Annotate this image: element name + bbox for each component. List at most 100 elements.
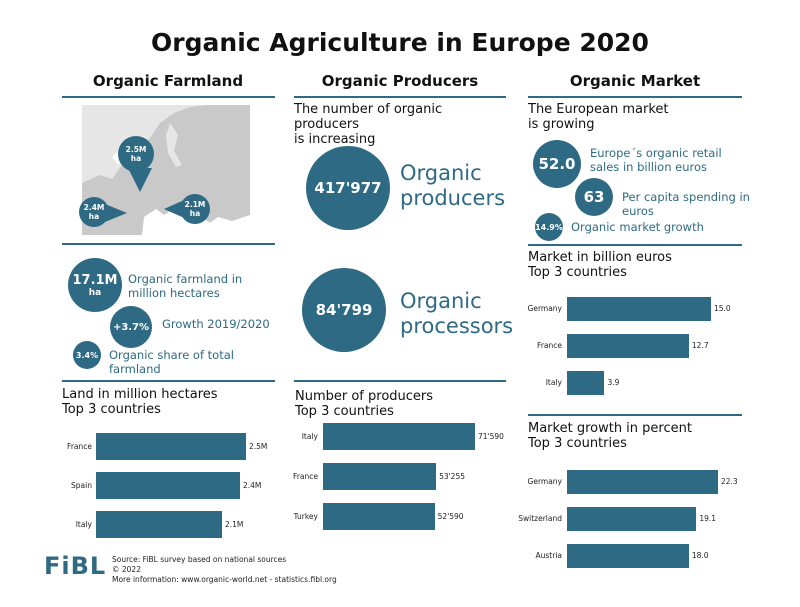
bar-category-label: Italy	[545, 378, 562, 387]
bar-category-label: France	[67, 441, 92, 451]
bar	[323, 463, 437, 490]
bar-chart-producers: Italy 71'590 France 53'255 Turkey 52'590	[0, 423, 520, 533]
bar-value-label: 3.9	[607, 378, 620, 387]
bar-category-label: Switzerland	[518, 514, 562, 523]
map-pin-unit: ha	[130, 154, 142, 163]
bar	[567, 371, 605, 395]
stat-value: 17.1M	[72, 272, 118, 288]
page-title: Organic Agriculture in Europe 2020	[151, 28, 649, 57]
map-pin-pointer	[164, 201, 182, 217]
chart-title-line2: Top 3 countries	[295, 404, 394, 419]
divider	[62, 243, 275, 245]
map-pin-pointer	[105, 204, 127, 222]
map-pin-value: 2.1M	[184, 200, 206, 209]
column-header-farmland: Organic Farmland	[92, 72, 244, 90]
bar	[323, 423, 475, 450]
map-pin-spain: 2.4M ha	[79, 197, 109, 227]
chart-title-line2: Top 3 countries	[528, 436, 627, 451]
map-pin-unit: ha	[189, 209, 201, 218]
chart-title-line2: Top 3 countries	[528, 265, 627, 280]
stat-label: Europe´s organic retail sales in billion…	[590, 146, 722, 174]
chart-title: Market in billion euros Top 3 countries	[528, 250, 743, 280]
column-header-market: Organic Market	[569, 72, 701, 90]
stat-label: Organic market growth	[571, 220, 704, 234]
bar	[96, 433, 246, 460]
map-pin-pointer	[128, 168, 152, 192]
subhead-line1: The European market	[528, 102, 669, 117]
chart-title: Land in million hectares Top 3 countries	[62, 387, 282, 417]
map-pin-italy: 2.1M ha	[180, 194, 210, 224]
stat-circle-per-capita: 63	[575, 178, 613, 216]
stat-circle-market-growth: 14.9%	[535, 213, 563, 241]
processors-label-line2: processors	[400, 314, 514, 338]
divider	[528, 414, 742, 416]
bar-chart-market-growth: Germany 22.3 Switzerland 19.1 Austria 18.0	[0, 465, 760, 580]
map-pin-badge: 2.1M ha	[180, 194, 210, 224]
bar-category-label: Italy	[301, 431, 318, 441]
bar-value-label: 22.3	[721, 477, 738, 486]
producers-label-line2: producers	[400, 186, 506, 210]
divider	[62, 380, 275, 382]
bar-value-label: 19.1	[699, 514, 717, 523]
bar-chart-land: France 2.5M Spain 2.4M Italy 2.1M	[0, 425, 290, 545]
fibl-logo: FiBL	[44, 552, 107, 580]
stat-label: Per capita spending in euros	[622, 190, 750, 218]
subhead-line2: is growing	[528, 117, 595, 132]
map-pin-value: 2.4M	[83, 203, 105, 212]
bar	[567, 297, 711, 321]
bar-category-label: France	[293, 471, 318, 481]
bar-value-label: 2.1M	[225, 519, 244, 529]
bar-value-label: 53'255	[439, 471, 465, 481]
divider	[528, 244, 742, 246]
bar-category-label: France	[537, 341, 562, 350]
map-pin-badge: 2.5M ha	[118, 136, 154, 172]
stat-value: 14.9%	[535, 222, 563, 232]
bar	[96, 472, 240, 499]
stat-circle-share: 3.4%	[73, 341, 101, 369]
stat-value: 3.4%	[75, 350, 99, 360]
chart-title-line2: Top 3 countries	[62, 402, 161, 417]
divider	[528, 96, 742, 98]
stat-value: 417'977	[314, 179, 382, 197]
stat-value: 84'799	[315, 301, 373, 319]
stat-circle-farmland: 17.1M ha	[68, 258, 122, 312]
section-subhead: The European market is growing	[528, 102, 743, 132]
stat-value: 52.0	[538, 155, 576, 173]
bar	[567, 334, 689, 358]
map-pin-unit: ha	[88, 212, 100, 221]
bar	[567, 544, 689, 568]
stat-unit: ha	[88, 287, 102, 298]
stat-circle-growth: +3.7%	[110, 306, 152, 348]
processors-label-line1: Organic	[400, 289, 482, 313]
chart-title-line1: Market in billion euros	[528, 250, 672, 265]
chart-title-line1: Market growth in percent	[528, 421, 692, 436]
map-pin-badge: 2.4M ha	[79, 197, 109, 227]
divider	[294, 380, 506, 382]
bar-value-label: 12.7	[691, 341, 709, 350]
footer-line1: Source: FiBL survey based on national so…	[112, 555, 287, 564]
bar-value-label: 52'590	[437, 511, 464, 521]
stat-label: Growth 2019/2020	[162, 317, 270, 331]
bar	[323, 503, 435, 530]
bar-value-label: 2.5M	[249, 441, 268, 451]
footer-line3: More information: www.organic-world.net …	[112, 575, 337, 584]
stat-circle-producers: 417'977	[306, 146, 390, 230]
bar-category-label: Austria	[535, 551, 563, 560]
bar-category-label: Germany	[527, 304, 562, 313]
subhead-line2: is increasing	[294, 132, 376, 147]
stat-label: Organic share of total farmland	[109, 348, 234, 376]
bar-category-label: Italy	[75, 519, 92, 529]
stat-circle-processors: 84'799	[302, 268, 386, 352]
divider	[62, 96, 275, 98]
chart-title-line1: Land in million hectares	[62, 387, 218, 402]
section-subhead: The number of organic producers is incre…	[294, 102, 509, 147]
producers-label-line1: Organic	[400, 161, 482, 185]
map-pin-france: 2.5M ha	[118, 136, 154, 172]
stat-circle-retail: 52.0	[533, 140, 581, 188]
producers-label: Organic producers	[400, 161, 510, 211]
bar-category-label: Spain	[71, 480, 92, 490]
stat-value: 63	[583, 188, 605, 206]
stat-value: +3.7%	[112, 321, 150, 333]
footer-source: Source: FiBL survey based on national so…	[112, 555, 412, 585]
bar	[567, 507, 697, 531]
